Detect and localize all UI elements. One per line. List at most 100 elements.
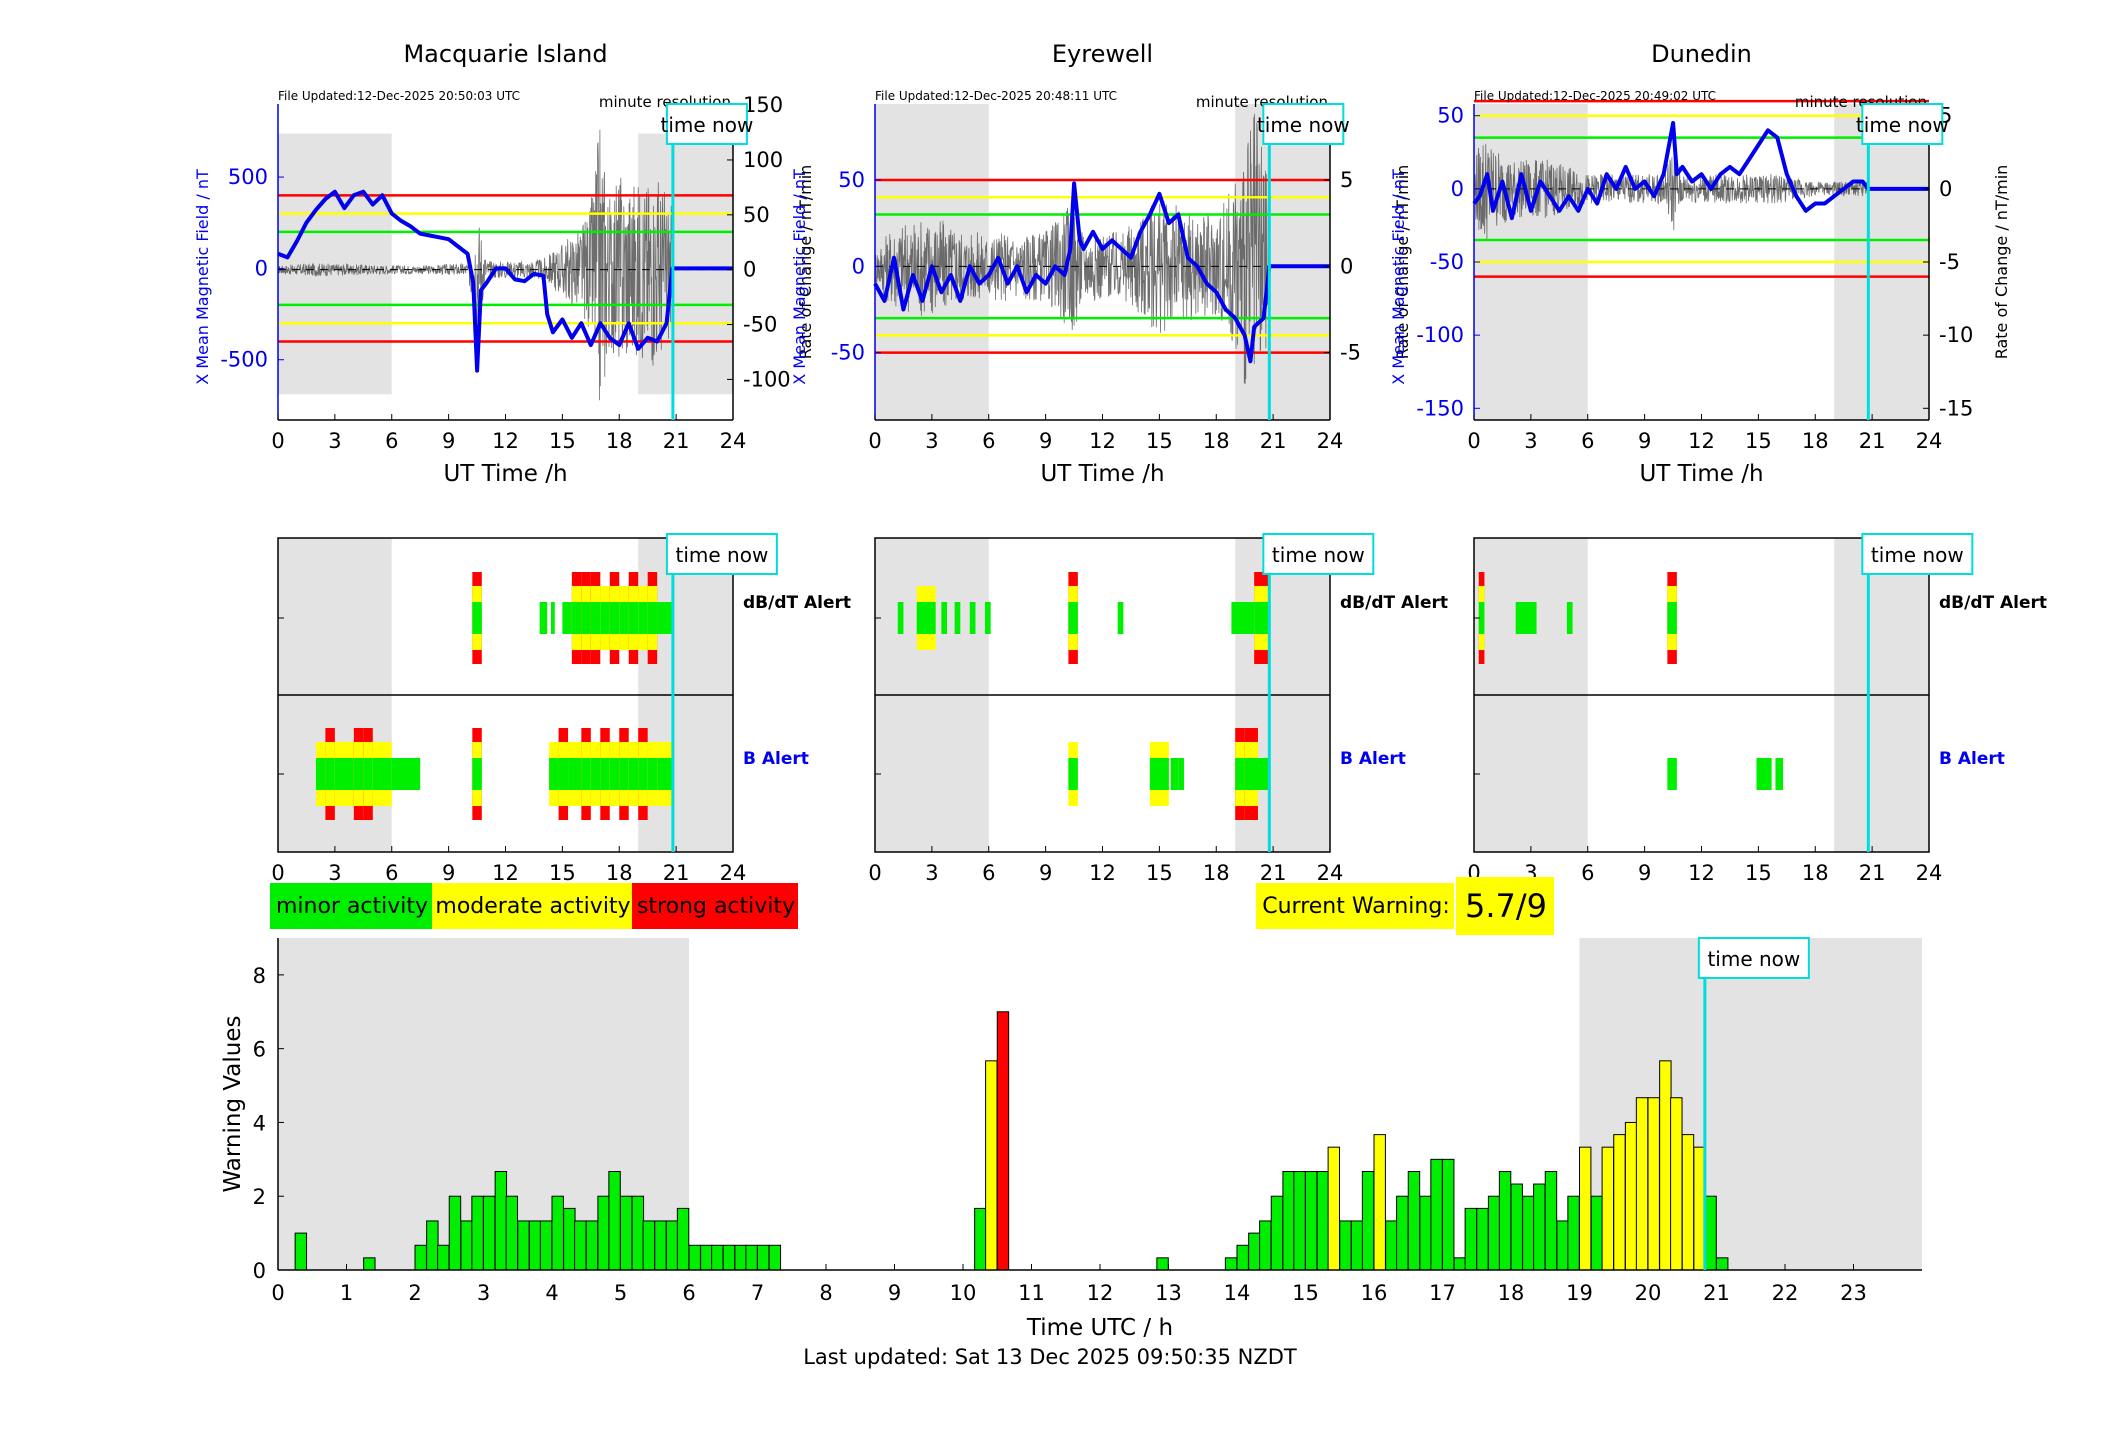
warning-bar xyxy=(1522,1195,1535,1271)
x-tick-label: 9 xyxy=(1039,429,1052,453)
b-alert-bar-minor xyxy=(1244,758,1258,790)
b-alert-bar-minor xyxy=(1775,758,1784,790)
time-now-label: time now xyxy=(1707,947,1800,971)
x-tick-label: 9 xyxy=(442,429,455,453)
legend-swatch-minor xyxy=(270,883,432,929)
b-alert-bar-minor xyxy=(1756,758,1772,790)
alert-panel xyxy=(1473,537,1930,853)
warning-bar xyxy=(608,1171,621,1271)
warning-bar xyxy=(1282,1171,1295,1271)
x-tick-label: 17 xyxy=(1429,1281,1456,1305)
dbdt-alert-bar-minor xyxy=(941,602,948,634)
x-axis-label: UT Time /h xyxy=(1639,461,1763,487)
warning-bar xyxy=(1590,1195,1604,1271)
warning-bar xyxy=(1361,1171,1375,1271)
x-tick-label: 24 xyxy=(720,429,747,453)
dbdt-alert-label: dB/dT Alert xyxy=(1340,593,1448,613)
warning-bar xyxy=(1373,1134,1386,1271)
warning-bar xyxy=(1567,1195,1580,1271)
x-tick-label: 0 xyxy=(271,1281,284,1305)
b-alert-bar-minor xyxy=(549,758,559,790)
x-tick-label: 9 xyxy=(888,1281,901,1305)
legend-minor-activity: minor activity xyxy=(275,893,429,919)
magnetometer-panel xyxy=(1472,99,1930,421)
warning-bar xyxy=(745,1244,758,1271)
y-tick-label: 2 xyxy=(253,1185,266,1209)
y-tick-label-right: -10 xyxy=(1939,323,1973,347)
warning-bar xyxy=(985,1060,998,1271)
warning-bar xyxy=(1293,1171,1306,1271)
y-tick-label-left: 500 xyxy=(228,165,268,189)
x-tick-label: 16 xyxy=(1361,1281,1388,1305)
b-alert-bar-minor xyxy=(558,758,569,790)
x-tick-label: 22 xyxy=(1772,1281,1799,1305)
warning-bar xyxy=(1681,1134,1695,1271)
dbdt-alert-bar-minor xyxy=(969,602,976,634)
y-tick-label-right: -100 xyxy=(743,367,791,391)
warning-bar xyxy=(654,1220,667,1271)
b-alert-bar-minor xyxy=(1170,758,1179,790)
warning-bar xyxy=(1704,1195,1717,1271)
x-tick-label: 12 xyxy=(492,429,519,453)
warning-bar xyxy=(426,1220,439,1271)
warning-bar xyxy=(676,1207,690,1271)
time-now-label: time now xyxy=(1257,113,1350,137)
warning-bar xyxy=(505,1195,519,1271)
warning-bar xyxy=(665,1220,679,1271)
warning-bar xyxy=(1670,1097,1683,1271)
x-tick-label: 8 xyxy=(819,1281,832,1305)
warning-bar xyxy=(1316,1171,1330,1271)
x-tick-label: 21 xyxy=(1260,861,1287,885)
warning-bar xyxy=(448,1195,462,1271)
warning-bar xyxy=(700,1244,713,1271)
y-tick-label: 8 xyxy=(253,964,266,988)
warning-bar xyxy=(1716,1257,1729,1271)
dbdt-alert-bar-minor xyxy=(954,602,961,634)
dbdt-alert-bar-minor xyxy=(551,602,555,634)
x-axis-label: Time UTC / h xyxy=(1026,1315,1173,1341)
x-tick-label: 6 xyxy=(982,429,995,453)
x-tick-label: 6 xyxy=(982,861,995,885)
x-tick-label: 5 xyxy=(614,1281,627,1305)
warning-bar xyxy=(1464,1207,1478,1271)
x-tick-label: 3 xyxy=(477,1281,490,1305)
dbdt-alert-bar-minor xyxy=(571,602,582,634)
y-tick-label-right: 0 xyxy=(1340,254,1353,278)
x-tick-label: 3 xyxy=(1524,429,1537,453)
y-tick-label-right: -15 xyxy=(1939,396,1973,420)
time-now-box xyxy=(1262,533,1375,575)
b-alert-bar-minor xyxy=(619,758,629,790)
dbdt-alert-bar-minor xyxy=(984,602,991,634)
warning-bar xyxy=(414,1244,427,1271)
y-tick-label-right: -5 xyxy=(1939,250,1960,274)
b-alert-bar-minor xyxy=(628,758,639,790)
warning-bar xyxy=(722,1244,736,1271)
dbdt-alert-bar-minor xyxy=(647,602,658,634)
dbdt-alert-label: dB/dT Alert xyxy=(1939,593,2047,613)
magnetometer-panel xyxy=(277,104,734,421)
time-now-label: time now xyxy=(1871,543,1964,567)
x-tick-label: 24 xyxy=(1916,429,1943,453)
warning-bar xyxy=(1442,1158,1455,1271)
warning-bar xyxy=(1156,1257,1169,1271)
b-alert-bar-minor xyxy=(315,758,326,790)
warning-bar xyxy=(563,1207,576,1271)
x-tick-label: 18 xyxy=(606,429,633,453)
y-tick-label: 4 xyxy=(253,1111,266,1135)
x-tick-label: 18 xyxy=(1203,861,1230,885)
y-tick-label-left: 50 xyxy=(838,168,865,192)
b-alert-bar-minor xyxy=(363,758,373,790)
x-tick-label: 12 xyxy=(492,861,519,885)
warning-bar xyxy=(1339,1220,1352,1271)
x-tick-label: 21 xyxy=(663,429,690,453)
warning-bar xyxy=(539,1220,553,1271)
file-updated-label: File Updated:12-Dec-2025 20:50:03 UTC xyxy=(278,89,520,103)
y-axis-label: Warning Values xyxy=(220,1015,246,1192)
dbdt-alert-bar-minor xyxy=(1231,602,1255,634)
x-tick-label: 18 xyxy=(1203,429,1230,453)
x-tick-label: 21 xyxy=(1859,861,1886,885)
dbdt-alert-bar-minor xyxy=(1117,602,1124,634)
x-tick-label: 18 xyxy=(1802,861,1829,885)
legend-moderate-activity: moderate activity xyxy=(435,893,631,919)
